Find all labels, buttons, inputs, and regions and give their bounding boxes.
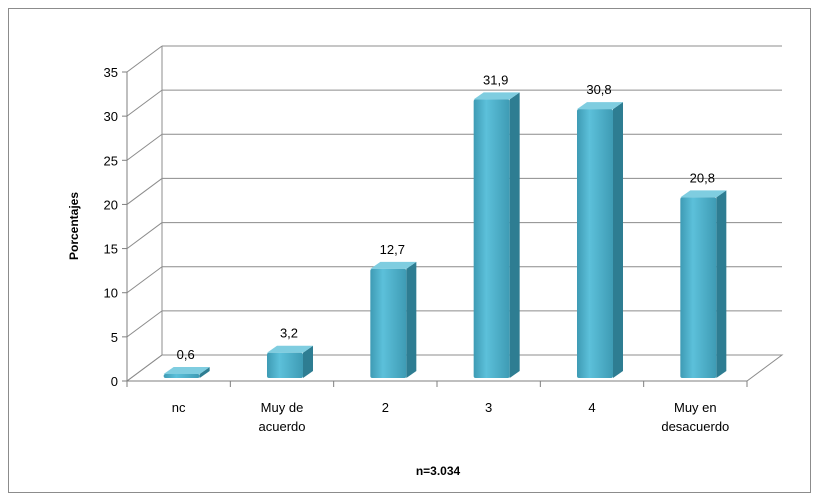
- x-tick-label: 3: [485, 400, 492, 415]
- bar-top: [370, 261, 417, 269]
- y-tick-label: 15: [104, 242, 118, 257]
- bar-top: [267, 345, 313, 353]
- y-tick-label: 35: [104, 65, 118, 80]
- bar: [473, 92, 520, 379]
- x-tick-label: 4: [588, 400, 595, 415]
- bar: [577, 102, 623, 378]
- bar-side: [406, 261, 417, 378]
- gridlines: [125, 45, 784, 382]
- data-label: 12,7: [380, 242, 405, 257]
- bar: [267, 345, 313, 378]
- bar-side: [716, 190, 727, 378]
- bar-side: [303, 345, 313, 378]
- y-tick-label: 5: [111, 330, 118, 345]
- bar: [680, 190, 727, 378]
- data-label: 0,6: [177, 347, 195, 362]
- bar-side: [509, 92, 520, 379]
- x-tick-label: Muy en desacuerdo: [661, 400, 729, 434]
- gridline-side: [126, 310, 163, 338]
- bar-top: [577, 102, 623, 110]
- bar-front: [267, 352, 303, 378]
- gridline-side: [126, 133, 163, 161]
- bar-front: [680, 197, 717, 378]
- bar-front: [473, 99, 510, 379]
- data-label: 3,2: [280, 326, 298, 341]
- bar-top: [473, 92, 520, 100]
- gridline-side: [126, 45, 163, 73]
- x-axis-title: n=3.034: [416, 464, 461, 478]
- axes: 0 5 10 15 20 25 30 35: [104, 65, 748, 389]
- bar-front: [370, 268, 407, 378]
- x-tick-label: Muy de acuerdo: [259, 400, 306, 434]
- bar-side: [199, 367, 210, 378]
- gridline-side: [126, 266, 163, 294]
- x-tick-label: nc: [172, 400, 186, 415]
- bar-top: [680, 190, 727, 198]
- labels: nc Muy de acuerdo 2 3 4 Muy en desacuerdo 0,6 3,2…: [67, 72, 729, 478]
- bar-front: [163, 374, 200, 378]
- y-tick-label: 0: [111, 374, 118, 389]
- y-tick-label: 10: [104, 286, 118, 301]
- bar-top: [163, 367, 210, 374]
- bar: [370, 261, 417, 378]
- gridline-side: [126, 178, 163, 205]
- bar-front: [577, 109, 613, 378]
- gridline-side: [126, 89, 163, 117]
- data-label: 30,8: [586, 82, 611, 97]
- chart-frame: [8, 8, 811, 493]
- bars: [163, 92, 727, 379]
- y-axis-title: Porcentajes: [67, 192, 81, 260]
- data-label: 31,9: [483, 72, 508, 87]
- y-tick-label: 20: [104, 197, 118, 212]
- bar-side: [613, 102, 623, 378]
- data-label: 20,8: [690, 170, 715, 185]
- bar: [163, 367, 210, 378]
- gridline-side: [126, 222, 163, 249]
- y-tick-label: 25: [104, 153, 118, 168]
- x-tick-label: 2: [382, 400, 389, 415]
- y-tick-label: 30: [104, 109, 118, 124]
